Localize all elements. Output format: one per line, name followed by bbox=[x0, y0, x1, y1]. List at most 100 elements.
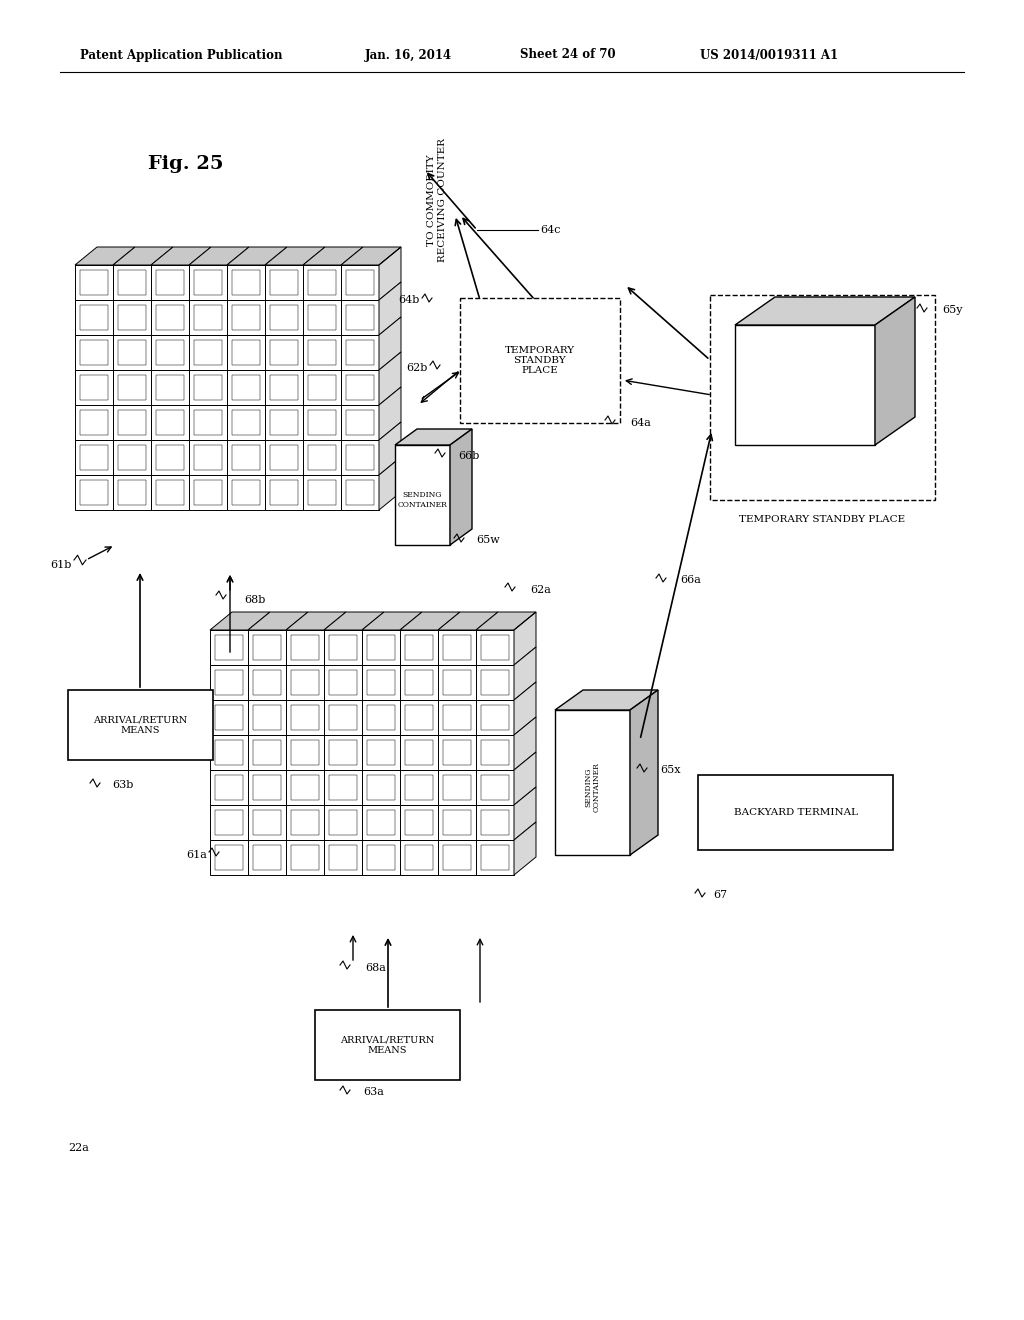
Polygon shape bbox=[514, 787, 536, 840]
Polygon shape bbox=[210, 735, 248, 770]
Polygon shape bbox=[227, 370, 265, 405]
Polygon shape bbox=[514, 612, 536, 630]
Polygon shape bbox=[303, 335, 341, 370]
Text: BACKYARD TERMINAL: BACKYARD TERMINAL bbox=[733, 808, 857, 817]
Polygon shape bbox=[113, 405, 151, 440]
Text: 63a: 63a bbox=[362, 1086, 384, 1097]
Polygon shape bbox=[476, 735, 514, 770]
Text: 62b: 62b bbox=[407, 363, 428, 374]
Polygon shape bbox=[303, 265, 341, 300]
Polygon shape bbox=[227, 475, 265, 510]
Polygon shape bbox=[362, 805, 400, 840]
Polygon shape bbox=[476, 840, 514, 875]
Polygon shape bbox=[514, 717, 536, 770]
Polygon shape bbox=[248, 770, 286, 805]
Text: SENDING
CONTAINER: SENDING CONTAINER bbox=[397, 491, 447, 508]
Polygon shape bbox=[341, 335, 379, 370]
Polygon shape bbox=[286, 735, 324, 770]
Polygon shape bbox=[113, 335, 151, 370]
Bar bbox=[460, 298, 620, 422]
Text: 62a: 62a bbox=[530, 585, 551, 595]
Polygon shape bbox=[400, 630, 438, 665]
Polygon shape bbox=[438, 630, 476, 665]
Text: US 2014/0019311 A1: US 2014/0019311 A1 bbox=[700, 49, 838, 62]
Polygon shape bbox=[189, 335, 227, 370]
Text: 68b: 68b bbox=[244, 595, 265, 605]
Polygon shape bbox=[75, 300, 113, 335]
Polygon shape bbox=[286, 665, 324, 700]
Text: 64c: 64c bbox=[540, 224, 560, 235]
Polygon shape bbox=[476, 665, 514, 700]
Text: ARRIVAL/RETURN
MEANS: ARRIVAL/RETURN MEANS bbox=[340, 1035, 434, 1055]
Polygon shape bbox=[379, 247, 401, 300]
Polygon shape bbox=[189, 475, 227, 510]
Text: Jan. 16, 2014: Jan. 16, 2014 bbox=[365, 49, 453, 62]
Polygon shape bbox=[113, 440, 151, 475]
Polygon shape bbox=[75, 405, 113, 440]
Polygon shape bbox=[265, 335, 303, 370]
Polygon shape bbox=[362, 770, 400, 805]
Polygon shape bbox=[514, 682, 536, 735]
Polygon shape bbox=[265, 247, 325, 265]
Polygon shape bbox=[113, 370, 151, 405]
Polygon shape bbox=[303, 247, 362, 265]
Polygon shape bbox=[362, 700, 400, 735]
Polygon shape bbox=[438, 612, 498, 630]
Polygon shape bbox=[514, 752, 536, 805]
Polygon shape bbox=[514, 612, 536, 665]
Polygon shape bbox=[400, 735, 438, 770]
Polygon shape bbox=[476, 805, 514, 840]
Polygon shape bbox=[324, 840, 362, 875]
Polygon shape bbox=[341, 440, 379, 475]
Polygon shape bbox=[151, 440, 189, 475]
Polygon shape bbox=[438, 805, 476, 840]
Polygon shape bbox=[341, 405, 379, 440]
Polygon shape bbox=[630, 690, 658, 855]
Polygon shape bbox=[227, 440, 265, 475]
Polygon shape bbox=[151, 370, 189, 405]
Polygon shape bbox=[113, 300, 151, 335]
Polygon shape bbox=[286, 805, 324, 840]
Polygon shape bbox=[735, 325, 874, 445]
Polygon shape bbox=[151, 300, 189, 335]
Polygon shape bbox=[265, 405, 303, 440]
Polygon shape bbox=[286, 840, 324, 875]
Polygon shape bbox=[265, 475, 303, 510]
Text: 66b: 66b bbox=[458, 451, 479, 461]
Polygon shape bbox=[379, 282, 401, 335]
Polygon shape bbox=[286, 770, 324, 805]
Text: TO COMMODITY
RECEIVING COUNTER: TO COMMODITY RECEIVING COUNTER bbox=[427, 139, 446, 261]
Polygon shape bbox=[248, 630, 286, 665]
Polygon shape bbox=[227, 405, 265, 440]
Text: 63b: 63b bbox=[112, 780, 133, 789]
Polygon shape bbox=[189, 440, 227, 475]
Polygon shape bbox=[303, 475, 341, 510]
Polygon shape bbox=[400, 840, 438, 875]
Polygon shape bbox=[341, 247, 401, 265]
Polygon shape bbox=[341, 370, 379, 405]
Polygon shape bbox=[476, 700, 514, 735]
Polygon shape bbox=[400, 700, 438, 735]
Polygon shape bbox=[341, 300, 379, 335]
Polygon shape bbox=[400, 805, 438, 840]
Polygon shape bbox=[286, 700, 324, 735]
Text: 68a: 68a bbox=[365, 964, 386, 973]
Text: Patent Application Publication: Patent Application Publication bbox=[80, 49, 283, 62]
Polygon shape bbox=[476, 612, 536, 630]
Polygon shape bbox=[210, 840, 248, 875]
Polygon shape bbox=[362, 840, 400, 875]
Polygon shape bbox=[379, 457, 401, 510]
Polygon shape bbox=[324, 700, 362, 735]
Polygon shape bbox=[735, 297, 915, 325]
Text: Sheet 24 of 70: Sheet 24 of 70 bbox=[520, 49, 615, 62]
Text: 61b: 61b bbox=[50, 560, 72, 570]
Polygon shape bbox=[113, 475, 151, 510]
Polygon shape bbox=[450, 429, 472, 545]
Text: Fig. 25: Fig. 25 bbox=[148, 154, 223, 173]
Polygon shape bbox=[555, 710, 630, 855]
Polygon shape bbox=[379, 317, 401, 370]
Polygon shape bbox=[362, 735, 400, 770]
Polygon shape bbox=[210, 665, 248, 700]
Polygon shape bbox=[75, 475, 113, 510]
Polygon shape bbox=[189, 265, 227, 300]
